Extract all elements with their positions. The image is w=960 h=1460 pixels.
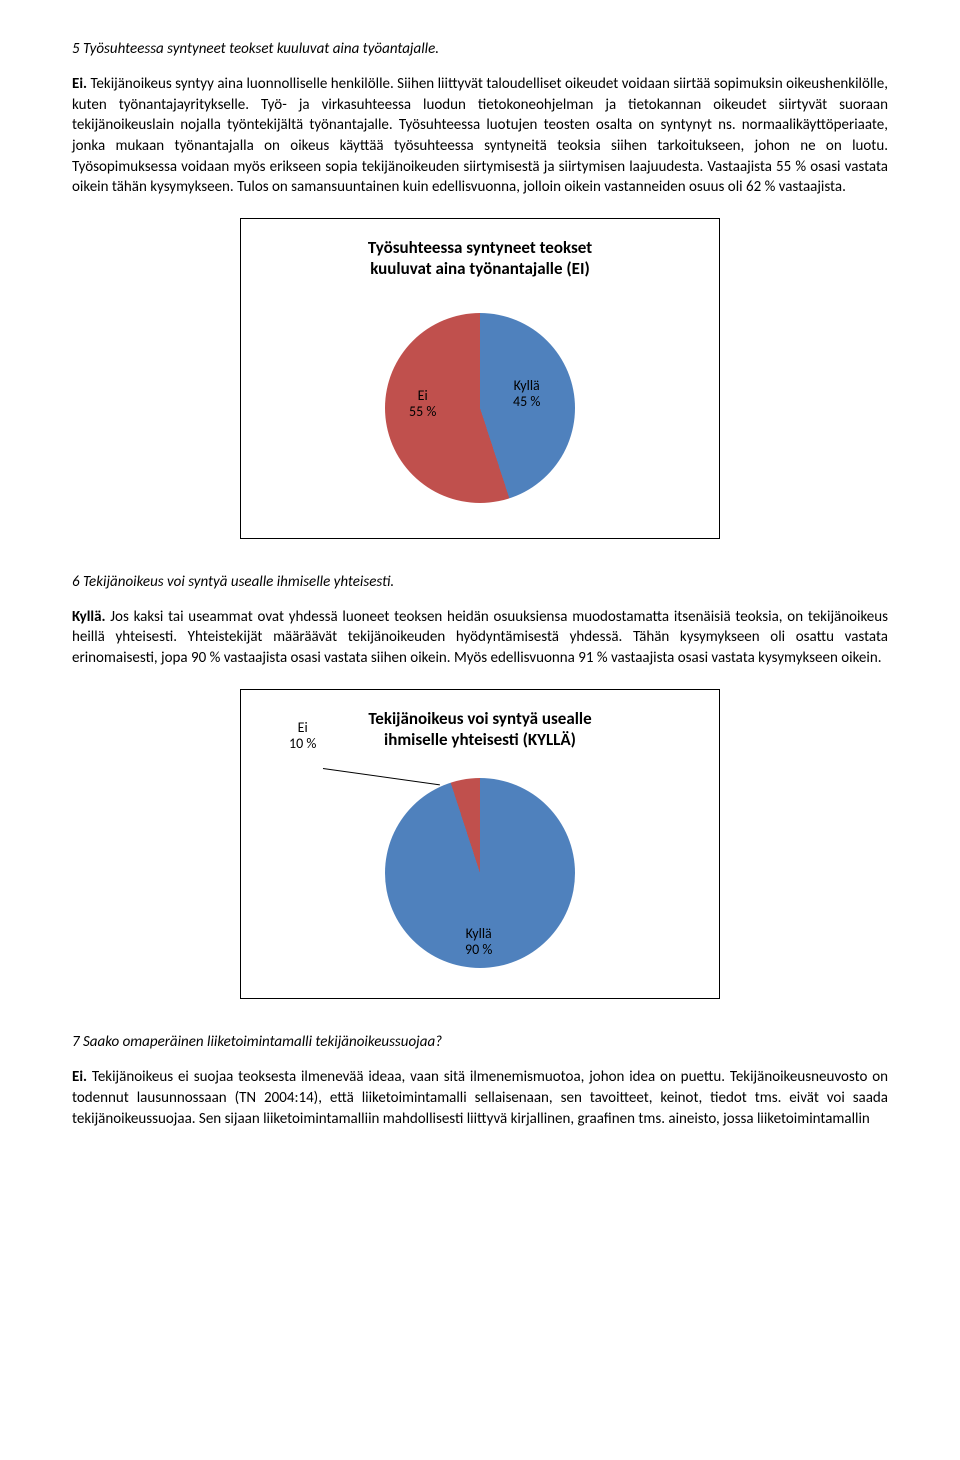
q5-paragraph: Ei. Tekijänoikeus syntyy aina luonnollis… bbox=[72, 74, 888, 198]
chart1-kylla-pct: 45 % bbox=[513, 393, 540, 410]
q6-heading: 6 Tekijänoikeus voi syntyä usealle ihmis… bbox=[72, 573, 888, 591]
chart1-title: Työsuhteessa syntyneet teokset kuuluvat … bbox=[251, 237, 709, 280]
chart1-slice-ei-label: Ei 55 % bbox=[409, 388, 436, 420]
chart2-title-line1: Tekijänoikeus voi syntyä usealle bbox=[368, 708, 591, 729]
q6-body: Jos kaksi tai useammat ovat yhdessä luon… bbox=[72, 608, 888, 667]
q7-paragraph: Ei. Tekijänoikeus ei suojaa teoksesta il… bbox=[72, 1067, 888, 1129]
chart1-ei-pct: 55 % bbox=[409, 403, 436, 420]
chart2-outside-label: Ei 10 % bbox=[289, 720, 316, 752]
q7-body: Tekijänoikeus ei suojaa teoksesta ilmene… bbox=[72, 1068, 888, 1127]
chart2-kylla-text: Kyllä bbox=[466, 925, 492, 942]
chart2-ei-pct: 10 % bbox=[289, 735, 316, 752]
chart1-container: Työsuhteessa syntyneet teokset kuuluvat … bbox=[240, 218, 720, 539]
chart2-inside-label: Kyllä 90 % bbox=[465, 926, 492, 958]
chart1-title-line1: Työsuhteessa syntyneet teokset bbox=[368, 237, 592, 258]
q7-answer-label: Ei. bbox=[72, 1068, 87, 1086]
q5-answer-label: Ei. bbox=[72, 75, 87, 93]
q5-body: Tekijänoikeus syntyy aina luonnolliselle… bbox=[72, 75, 888, 196]
chart2-container: Ei 10 % Tekijänoikeus voi syntyä usealle… bbox=[240, 689, 720, 1000]
chart1-plot: Kyllä 45 % Ei 55 % bbox=[251, 288, 709, 528]
chart2-ei-text: Ei bbox=[298, 719, 308, 736]
chart1-title-line2: kuuluvat aina työnantajalle (EI) bbox=[370, 258, 590, 279]
chart2-leader-line bbox=[323, 768, 440, 785]
q7-heading: 7 Saako omaperäinen liiketoimintamalli t… bbox=[72, 1033, 888, 1051]
chart2-title-line2: ihmiselle yhteisesti (KYLLÄ) bbox=[384, 729, 576, 750]
chart2-kylla-pct: 90 % bbox=[465, 941, 492, 958]
chart1-kylla-text: Kyllä bbox=[514, 377, 540, 394]
chart1-slice-kylla-label: Kyllä 45 % bbox=[513, 378, 540, 410]
q5-heading: 5 Työsuhteessa syntyneet teokset kuuluva… bbox=[72, 40, 888, 58]
q6-answer-label: Kyllä. bbox=[72, 608, 106, 626]
chart1-ei-text: Ei bbox=[418, 387, 428, 404]
chart2-title: Ei 10 % Tekijänoikeus voi syntyä usealle… bbox=[251, 708, 709, 751]
chart2-plot: Kyllä 90 % bbox=[251, 758, 709, 988]
q6-paragraph: Kyllä. Jos kaksi tai useammat ovat yhdes… bbox=[72, 607, 888, 669]
